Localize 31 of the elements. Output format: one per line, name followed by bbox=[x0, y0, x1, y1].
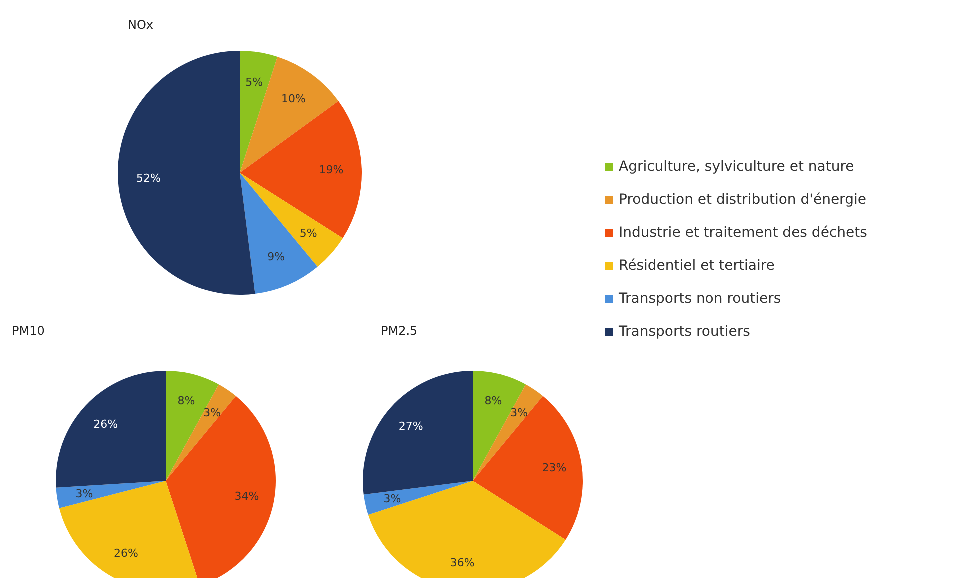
legend-label: Production et distribution d'énergie bbox=[619, 192, 866, 208]
legend-label: Transports routiers bbox=[619, 324, 750, 340]
data-label: 19% bbox=[319, 164, 344, 177]
data-label: 36% bbox=[450, 556, 475, 570]
legend-label: Résidentiel et tertiaire bbox=[619, 258, 775, 274]
pie-slice bbox=[240, 51, 278, 173]
data-label: 26% bbox=[94, 418, 118, 432]
data-label: 3% bbox=[510, 406, 528, 420]
data-label: 3% bbox=[76, 487, 94, 500]
legend-label: Transports non routiers bbox=[619, 290, 782, 306]
data-label: 27% bbox=[398, 420, 424, 433]
pie-slice bbox=[240, 173, 344, 268]
data-label: 9% bbox=[268, 250, 286, 264]
data-label: 3% bbox=[204, 406, 222, 420]
data-label: 8% bbox=[178, 394, 196, 408]
legend-label: Agriculture, sylviculture et nature bbox=[619, 158, 854, 174]
data-label: 26% bbox=[114, 546, 138, 560]
pie-slice bbox=[240, 173, 318, 294]
data-label: 52% bbox=[136, 172, 161, 186]
data-label: 8% bbox=[484, 394, 502, 408]
chart-title: NOx bbox=[128, 18, 154, 32]
pie-slice bbox=[240, 101, 362, 238]
chart-title: PM10 bbox=[12, 324, 45, 338]
data-label: 34% bbox=[234, 490, 260, 503]
data-label: 5% bbox=[246, 76, 264, 90]
data-label: 3% bbox=[384, 492, 402, 506]
data-label: 23% bbox=[542, 462, 567, 475]
data-label: 10% bbox=[282, 92, 306, 106]
legend-label: Industrie et traitement des déchets bbox=[619, 224, 868, 240]
data-label: 5% bbox=[300, 227, 318, 240]
chart-title: PM2.5 bbox=[381, 324, 418, 338]
